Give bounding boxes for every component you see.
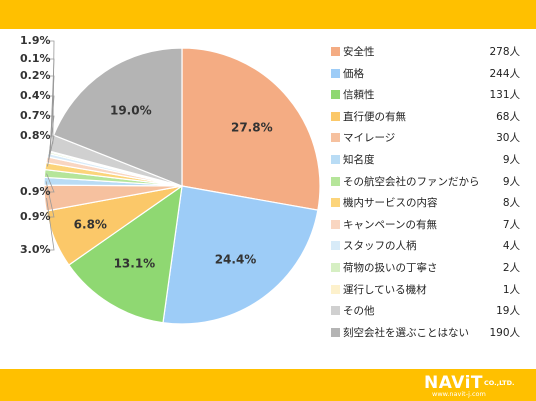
legend-item: その他 19人 bbox=[326, 301, 526, 323]
company-url: www.navit-j.com bbox=[432, 390, 486, 398]
legend-swatch bbox=[331, 90, 340, 100]
leader-line-13 bbox=[50, 40, 55, 144]
legend-swatch bbox=[331, 111, 340, 121]
legend-swatch bbox=[331, 241, 340, 251]
legend-count: 190人 bbox=[489, 326, 520, 339]
legend-count: 7人 bbox=[502, 218, 520, 231]
legend-label: 機内サービスの内容 bbox=[343, 197, 438, 210]
chart-legend: 安全性 278人価格 244人信頼性 131人直行便の有無 68人マイレージ 30人知名度… bbox=[326, 42, 526, 344]
legend-item: 刻空会社を選ぶことはない 190人 bbox=[326, 323, 526, 345]
pie-slice-2 bbox=[162, 185, 319, 325]
legend-count: 278人 bbox=[489, 46, 520, 58]
legend-count: 9人 bbox=[502, 153, 520, 166]
legend-count: 244人 bbox=[489, 67, 520, 80]
slice-label-14: 19.0% bbox=[110, 104, 152, 118]
pie-slice-1 bbox=[181, 47, 321, 211]
legend-item: スタッフの人柄 4人 bbox=[326, 236, 526, 258]
legend-label: 刻空会社を選ぶことはない bbox=[343, 326, 469, 339]
slice-label-6: 0.9% bbox=[20, 210, 51, 223]
bottom-band bbox=[0, 369, 536, 401]
slice-label-11: 0.2% bbox=[20, 69, 51, 82]
slice-label-12: 0.1% bbox=[20, 52, 51, 65]
legend-item: 信頼性 131人 bbox=[326, 85, 526, 107]
slice-label-9: 0.7% bbox=[20, 109, 51, 122]
legend-swatch bbox=[331, 262, 340, 272]
pie-slice-14 bbox=[52, 47, 183, 187]
legend-swatch bbox=[331, 306, 340, 316]
slice-label-8: 0.8% bbox=[20, 129, 51, 142]
legend-item: 安全性 278人 bbox=[326, 42, 526, 64]
legend-swatch bbox=[331, 47, 340, 56]
legend-label: キャンペーンの有無 bbox=[343, 218, 437, 231]
legend-count: 131人 bbox=[489, 89, 520, 102]
legend-label: 運行している機材 bbox=[343, 283, 427, 296]
legend-label: マイレージ bbox=[343, 132, 396, 145]
legend-item: 運行している機材 1人 bbox=[326, 280, 526, 302]
legend-swatch bbox=[331, 327, 340, 337]
slice-label-2: 24.4% bbox=[215, 253, 257, 267]
leader-line-5 bbox=[46, 197, 55, 251]
legend-label: 直行便の有無 bbox=[343, 110, 406, 123]
legend-swatch bbox=[331, 176, 340, 186]
slice-label-3: 13.1% bbox=[114, 257, 156, 271]
legend-swatch bbox=[331, 154, 340, 164]
company-suffix: CO.,LTD. bbox=[484, 379, 515, 387]
legend-count: 1人 bbox=[502, 283, 520, 296]
legend-item: 荷物の扱いの丁寧さ 2人 bbox=[326, 258, 526, 280]
legend-item: その航空会社のファンだから 9人 bbox=[326, 172, 526, 194]
legend-count: 2人 bbox=[502, 261, 520, 274]
legend-label: その他 bbox=[343, 305, 375, 318]
legend-item: 機内サービスの内容 8人 bbox=[326, 193, 526, 215]
slice-label-5: 3.0% bbox=[20, 243, 51, 256]
legend-count: 30人 bbox=[496, 132, 520, 145]
slice-label-10: 0.4% bbox=[20, 89, 51, 102]
legend-swatch bbox=[331, 284, 340, 294]
legend-count: 9人 bbox=[502, 175, 520, 188]
legend-item: 知名度 9人 bbox=[326, 150, 526, 172]
legend-swatch bbox=[331, 219, 340, 229]
top-band bbox=[0, 0, 536, 29]
legend-count: 8人 bbox=[502, 197, 520, 210]
slice-label-4: 6.8% bbox=[74, 217, 107, 231]
legend-label: 知名度 bbox=[343, 153, 375, 166]
legend-count: 4人 bbox=[502, 240, 520, 253]
leader-line-7 bbox=[46, 173, 55, 193]
legend-item: マイレージ 30人 bbox=[326, 128, 526, 150]
slice-label-13: 1.9% bbox=[20, 34, 51, 47]
leader-line-6 bbox=[45, 181, 55, 218]
slice-label-7: 0.9% bbox=[20, 185, 51, 198]
legend-label: その航空会社のファンだから bbox=[343, 175, 480, 188]
legend-count: 19人 bbox=[496, 305, 520, 318]
slice-label-1: 27.8% bbox=[231, 121, 273, 135]
legend-item: 価格 244人 bbox=[326, 64, 526, 86]
legend-label: 荷物の扱いの丁寧さ bbox=[343, 261, 438, 274]
legend-item: 直行便の有無 68人 bbox=[326, 107, 526, 129]
legend-item: キャンペーンの有無 7人 bbox=[326, 215, 526, 237]
legend-label: 価格 bbox=[343, 67, 364, 80]
legend-label: 安全性 bbox=[343, 46, 375, 58]
legend-count: 68人 bbox=[496, 110, 520, 123]
pie-chart: 27.8% 24.4% 13.1% 6.8% 19.0% 3.0% 0.9% 0.9% 0.8%… bbox=[20, 34, 321, 325]
legend-swatch bbox=[331, 198, 340, 208]
navit-logo: NAViT bbox=[424, 373, 484, 393]
legend-swatch bbox=[331, 68, 340, 78]
legend-label: スタッフの人柄 bbox=[343, 240, 417, 253]
pie-slice-3 bbox=[68, 184, 183, 324]
legend-swatch bbox=[331, 133, 340, 143]
legend-label: 信頼性 bbox=[343, 89, 375, 102]
brand-logo: NAViT CO.,LTD. www.navit-j.com bbox=[424, 373, 532, 399]
